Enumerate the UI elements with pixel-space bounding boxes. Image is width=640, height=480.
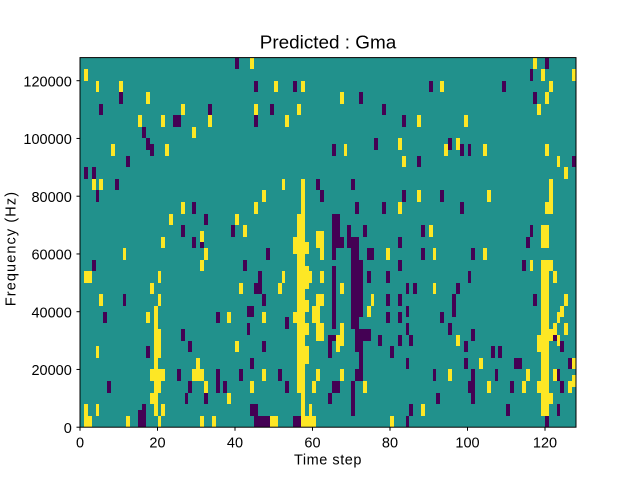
svg-text:80000: 80000 bbox=[31, 190, 71, 206]
svg-text:100: 100 bbox=[455, 436, 479, 452]
svg-text:80: 80 bbox=[382, 436, 398, 452]
svg-text:20000: 20000 bbox=[31, 363, 71, 379]
svg-text:60000: 60000 bbox=[31, 248, 71, 264]
svg-text:0: 0 bbox=[76, 436, 84, 452]
svg-text:100000: 100000 bbox=[23, 132, 71, 148]
svg-text:40000: 40000 bbox=[31, 305, 71, 321]
svg-text:40: 40 bbox=[227, 436, 243, 452]
svg-text:Frequency (Hz): Frequency (Hz) bbox=[4, 191, 20, 306]
svg-text:0: 0 bbox=[64, 421, 72, 437]
svg-text:20: 20 bbox=[149, 436, 165, 452]
svg-text:60: 60 bbox=[304, 436, 320, 452]
svg-text:Predicted : Gma: Predicted : Gma bbox=[260, 33, 397, 54]
svg-text:120: 120 bbox=[533, 436, 557, 452]
svg-text:Time step: Time step bbox=[294, 452, 362, 468]
svg-text:120000: 120000 bbox=[23, 74, 71, 90]
